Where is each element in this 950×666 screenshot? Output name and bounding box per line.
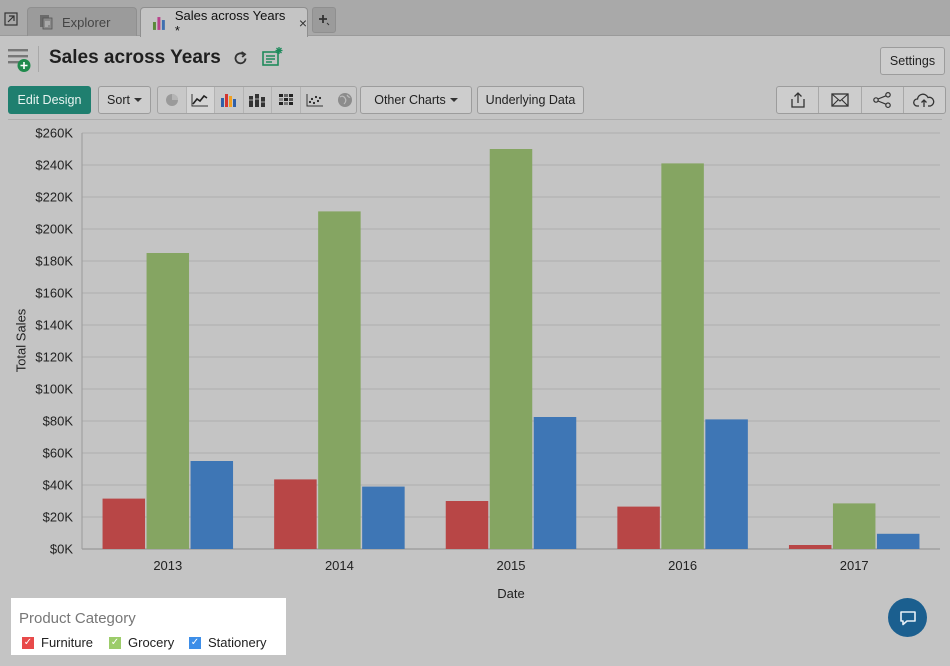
mail-icon [831,93,849,107]
y-tick-label: $200K [35,222,73,237]
chat-support-button[interactable] [888,598,927,637]
checkbox-checked-icon[interactable]: ✓ [189,636,201,649]
tab-label: Sales across Years * [174,7,286,38]
tab-label: Explorer [62,14,111,30]
y-tick-label: $140K [35,318,73,333]
heatmap-icon [278,94,293,105]
bar-chart-icon [152,16,165,30]
legend-title: Product Category [19,610,136,627]
y-tick-label: $60K [43,446,74,461]
sort-dropdown[interactable]: Sort [98,86,151,114]
refresh-icon[interactable] [232,50,249,67]
bar-grocery-2016 [661,163,704,549]
y-tick-label: $120K [35,350,73,365]
checkbox-checked-icon[interactable]: ✓ [109,636,121,649]
toolbar-divider [8,119,942,120]
y-tick-label: $20K [43,510,74,525]
bar-furniture-2013 [102,498,146,549]
bar-furniture-2015 [445,501,489,549]
tab-bar: Explorer Sales across Years * × [0,0,950,38]
underlying-data-button[interactable]: Underlying Data [477,86,584,114]
chart-type-selector [157,86,357,114]
publish-button[interactable] [904,87,945,113]
x-tick-label: 2016 [668,558,697,570]
page-title: Sales across Years [49,47,221,68]
y-tick-label: $0K [50,542,73,557]
bar-chart-icon [220,94,236,107]
tab-explorer[interactable]: Explorer [27,7,137,36]
line-chart-icon [191,94,209,107]
add-tab-button[interactable] [312,7,336,33]
x-tick-label: 2017 [840,558,869,570]
bar-furniture-2017 [788,545,832,549]
other-charts-label: Other Charts [374,93,446,107]
y-tick-label: $260K [35,126,73,141]
chevron-down-icon [449,98,458,102]
email-button[interactable] [819,87,862,113]
y-tick-label: $100K [35,382,73,397]
scatter-chart-icon [306,94,323,107]
legend-label: Furniture [41,635,94,650]
bar-stationery-2015 [533,417,577,549]
legend-item-grocery[interactable]: ✓ Grocery [109,635,174,650]
export-icon [790,92,805,108]
chart-type-bar[interactable] [215,87,244,113]
sort-label: Sort [107,93,130,107]
legend-label: Grocery [128,635,175,650]
close-icon[interactable]: × [298,14,307,31]
bar-stationery-2014 [362,486,405,549]
y-tick-label: $40K [43,478,74,493]
bar-grocery-2013 [146,253,190,549]
export-button[interactable] [777,87,820,113]
x-tick-label: 2015 [497,558,526,570]
share-actions [776,86,946,114]
share-icon [873,92,891,108]
y-tick-label: $160K [35,286,73,301]
y-tick-label: $240K [35,158,73,173]
y-axis-label: Total Sales [13,308,29,373]
stacked-bar-icon [249,94,266,107]
bar-furniture-2014 [274,479,317,549]
bar-stationery-2017 [876,533,920,549]
collapse-corner-icon[interactable] [4,12,18,26]
pie-chart-icon [165,94,178,106]
y-tick-label: $220K [35,190,73,205]
chat-bubble-icon [899,610,916,625]
chart-type-pie[interactable] [158,87,187,113]
globe-icon[interactable] [337,92,353,108]
x-tick-label: 2013 [153,558,182,570]
x-axis-label: Date [497,586,525,601]
bar-chart: $0K $20K $40K $60K $80K $100K $120K $140K $160K $… [35,126,940,570]
chart-type-line[interactable] [186,87,215,113]
checkbox-checked-icon[interactable]: ✓ [22,636,34,649]
other-charts-dropdown[interactable]: Other Charts [360,86,472,114]
bar-grocery-2015 [489,149,533,549]
legend-item-furniture[interactable]: ✓ Furniture [22,635,93,650]
tab-sales-across-years[interactable]: Sales across Years * × [140,7,308,38]
edit-design-button[interactable]: Edit Design [8,86,91,114]
bar-grocery-2014 [318,211,361,549]
settings-button[interactable]: Settings [880,47,945,75]
header-divider [38,46,39,72]
chart-type-heatmap[interactable] [272,87,301,113]
share-button[interactable] [862,87,904,113]
menu-add-icon[interactable] [8,47,32,73]
plus-icon [319,15,330,26]
legend-label: Stationery [208,635,267,650]
x-tick-label: 2014 [325,558,354,570]
bar-stationery-2013 [190,461,234,549]
chart-type-stacked[interactable] [244,87,272,113]
legend-item-stationery[interactable]: ✓ Stationery [189,635,267,650]
cloud-upload-icon [913,93,935,107]
chart-type-scatter[interactable] [301,87,330,113]
bar-stationery-2016 [705,419,748,549]
chevron-down-icon [133,98,142,102]
bar-furniture-2016 [617,506,660,549]
legend: Product Category ✓ Furniture ✓ Grocery ✓… [11,598,286,655]
y-tick-label: $180K [35,254,73,269]
add-to-dashboard-icon[interactable] [262,46,284,68]
explorer-icon [40,15,53,30]
bar-grocery-2017 [832,503,876,549]
y-tick-label: $80K [43,414,74,429]
